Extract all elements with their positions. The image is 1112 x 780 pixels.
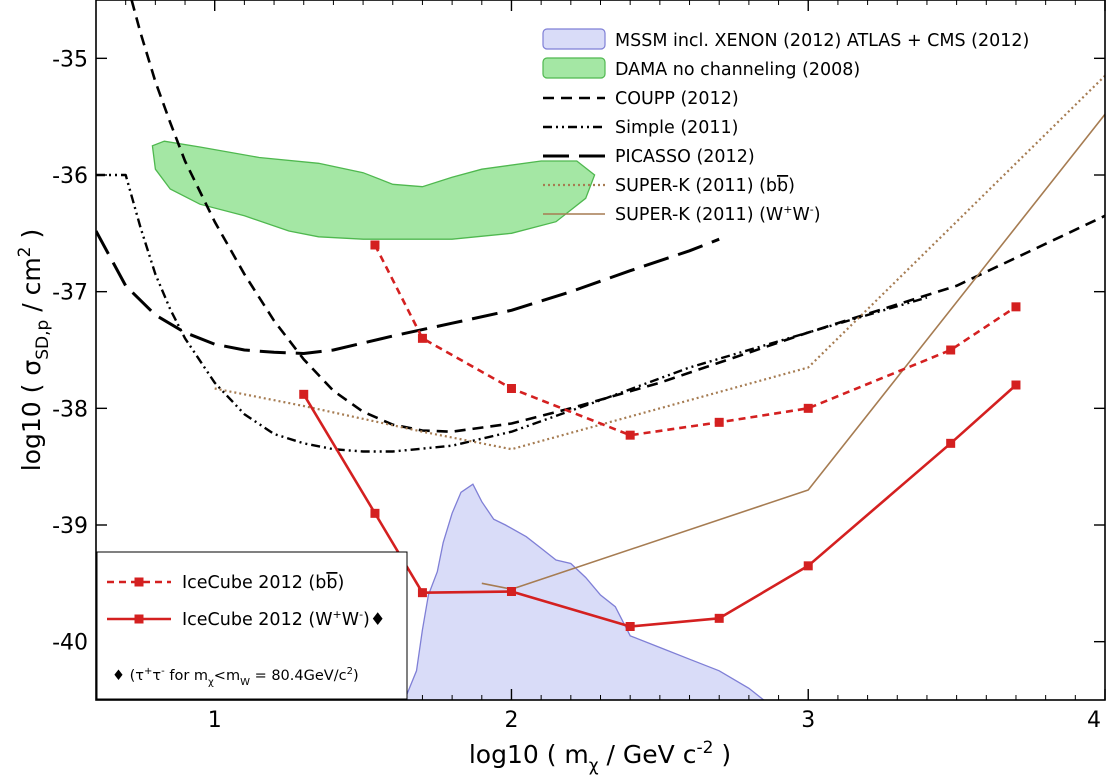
point-8-1 (370, 508, 380, 518)
x-tick-label: 1 (208, 708, 222, 733)
series-line-5 (214, 75, 1105, 451)
point-8-8 (1011, 380, 1021, 390)
legend-label: SUPER-K (2011) (bb) (615, 176, 795, 196)
legend-label: Simple (2011) (615, 118, 739, 138)
point-8-3 (506, 587, 516, 596)
point-7-3 (625, 430, 635, 440)
y-tick-label: -35 (52, 47, 88, 72)
legend-entry-2: COUPP (2012) (543, 89, 739, 109)
legend-entry-6: SUPER-K (2011) (W+W-) (543, 203, 821, 225)
legend-label: IceCube 2012 (bb) (182, 573, 344, 593)
point-7-2 (506, 384, 516, 393)
legend-box-bottom-left: IceCube 2012 (bb) IceCube 2012 (W+W-)♦ ♦ … (96, 551, 408, 700)
y-axis-title: log10 ( σSD,p / cm2 ) (15, 229, 53, 471)
point-7-6 (946, 345, 956, 355)
legend-entry-0: MSSM incl. XENON (2012) ATLAS + CMS (201… (542, 28, 1029, 51)
region-0 (403, 483, 765, 700)
x-tick-label: 4 (1087, 708, 1101, 733)
legend-label: MSSM incl. XENON (2012) ATLAS + CMS (201… (615, 31, 1029, 51)
point-7-7 (1011, 302, 1021, 312)
point-7-0 (370, 240, 380, 250)
point-8-7 (946, 438, 956, 448)
legend-label: DAMA no channeling (2008) (615, 60, 860, 80)
x-axis-title: log10 ( mχ / GeV c-2 ) (469, 738, 731, 776)
point-8-4 (625, 622, 635, 631)
legend-swatch (542, 28, 606, 50)
legend-label: COUPP (2012) (615, 89, 739, 109)
filled-regions (151, 140, 765, 700)
y-tick-label: -39 (52, 514, 88, 539)
legend-swatch (542, 57, 606, 79)
legend-entry-5: SUPER-K (2011) (bb) (543, 176, 795, 196)
series-lines (96, 0, 1105, 628)
x-tick-label: 2 (504, 708, 518, 733)
point-8-5 (714, 613, 724, 623)
axis-ticks: 1 2 3 4 -35 -36 -37 -38 -39 -40 (52, 0, 1106, 733)
series-markers (299, 240, 1021, 631)
point-8-6 (803, 561, 813, 571)
legend-label: SUPER-K (2011) (W+W-) (615, 203, 821, 225)
legend-entry-3: Simple (2011) (543, 118, 739, 138)
y-tick-label: -37 (52, 281, 88, 306)
legend-label: IceCube 2012 (W+W-)♦ (182, 608, 386, 630)
x-tick-label: 3 (801, 708, 815, 733)
legend-icecube-0: IceCube 2012 (bb) (107, 573, 344, 593)
series-line-7 (373, 244, 1017, 437)
y-tick-label: -36 (52, 164, 88, 189)
series-line-3 (96, 173, 928, 453)
point-7-4 (714, 417, 724, 427)
y-tick-label: -38 (52, 397, 88, 422)
footnote: ♦ (τ+τ- for mχ<mW = 80.4GeV/c2) (112, 666, 359, 688)
legend-entry-1: DAMA no channeling (2008) (542, 57, 860, 80)
legend-label: PICASSO (2012) (615, 147, 755, 167)
legend-marker (134, 614, 144, 624)
y-tick-label: -40 (52, 631, 88, 656)
region-1 (151, 140, 596, 240)
series-line-4 (96, 230, 720, 355)
legend-top-right: MSSM incl. XENON (2012) ATLAS + CMS (201… (542, 28, 1029, 225)
legend-left-entries: IceCube 2012 (bb) IceCube 2012 (W+W-)♦ (107, 573, 386, 630)
legend-icecube-1: IceCube 2012 (W+W-)♦ (107, 608, 386, 630)
legend-marker (134, 577, 144, 587)
point-8-2 (417, 588, 427, 598)
series-line-6 (481, 113, 1105, 591)
series-line-8 (302, 384, 1017, 628)
point-7-1 (417, 333, 427, 343)
series-line-2 (130, 0, 1105, 434)
legend-frame-left (96, 551, 408, 700)
point-7-5 (803, 403, 813, 413)
legend-entry-4: PICASSO (2012) (543, 147, 755, 167)
point-8-0 (299, 389, 309, 399)
